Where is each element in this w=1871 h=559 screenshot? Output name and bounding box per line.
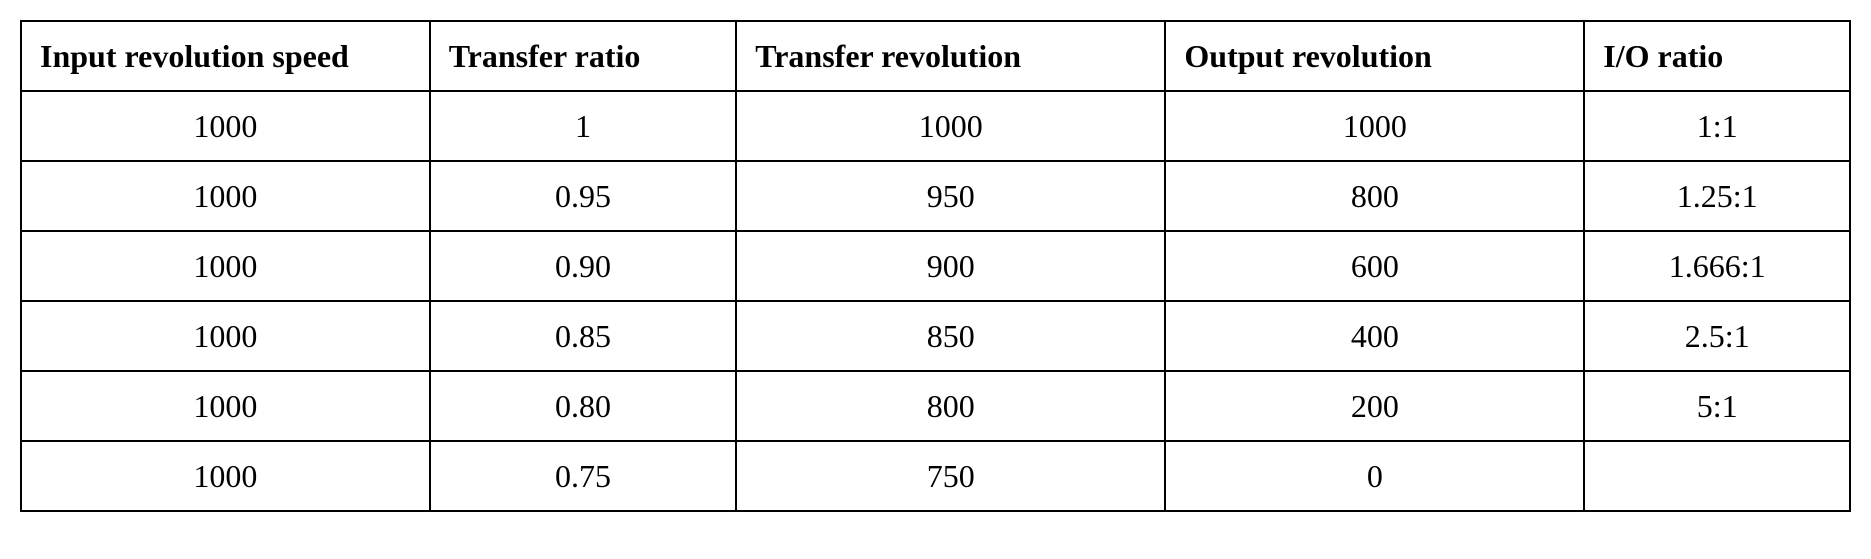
table-header-row: Input revolution speed Transfer ratio Tr… [21, 21, 1850, 91]
table-cell: 1:1 [1584, 91, 1850, 161]
table-cell: 800 [1165, 161, 1584, 231]
table-cell: 1000 [21, 161, 430, 231]
col-header-transfer-ratio: Transfer ratio [430, 21, 737, 91]
table-cell: 0 [1165, 441, 1584, 511]
table-cell: 0.95 [430, 161, 737, 231]
revolution-speed-table: Input revolution speed Transfer ratio Tr… [20, 20, 1851, 512]
table-cell: 400 [1165, 301, 1584, 371]
table-cell: 0.90 [430, 231, 737, 301]
table-cell: 1000 [21, 231, 430, 301]
table-row: 1000 0.75 750 0 [21, 441, 1850, 511]
table-cell: 600 [1165, 231, 1584, 301]
table-cell: 0.75 [430, 441, 737, 511]
table-cell: 800 [736, 371, 1165, 441]
table-cell: 1000 [21, 301, 430, 371]
col-header-transfer-revolution: Transfer revolution [736, 21, 1165, 91]
table-row: 1000 0.85 850 400 2.5:1 [21, 301, 1850, 371]
col-header-output-revolution: Output revolution [1165, 21, 1584, 91]
table-row: 1000 0.90 900 600 1.666:1 [21, 231, 1850, 301]
table-cell: 1 [430, 91, 737, 161]
table-cell: 1000 [21, 441, 430, 511]
table-cell: 0.85 [430, 301, 737, 371]
table-cell: 200 [1165, 371, 1584, 441]
table-cell: 850 [736, 301, 1165, 371]
table-cell: 1000 [21, 371, 430, 441]
table-cell: 1.25:1 [1584, 161, 1850, 231]
table-cell: 2.5:1 [1584, 301, 1850, 371]
table-cell: 750 [736, 441, 1165, 511]
col-header-io-ratio: I/O ratio [1584, 21, 1850, 91]
table-cell: 0.80 [430, 371, 737, 441]
table-row: 1000 0.95 950 800 1.25:1 [21, 161, 1850, 231]
table-cell [1584, 441, 1850, 511]
table-row: 1000 0.80 800 200 5:1 [21, 371, 1850, 441]
table-cell: 1000 [21, 91, 430, 161]
table-cell: 1000 [1165, 91, 1584, 161]
col-header-input-revolution-speed: Input revolution speed [21, 21, 430, 91]
table-cell: 1.666:1 [1584, 231, 1850, 301]
table-row: 1000 1 1000 1000 1:1 [21, 91, 1850, 161]
table-cell: 1000 [736, 91, 1165, 161]
table-cell: 950 [736, 161, 1165, 231]
table-cell: 900 [736, 231, 1165, 301]
table-cell: 5:1 [1584, 371, 1850, 441]
